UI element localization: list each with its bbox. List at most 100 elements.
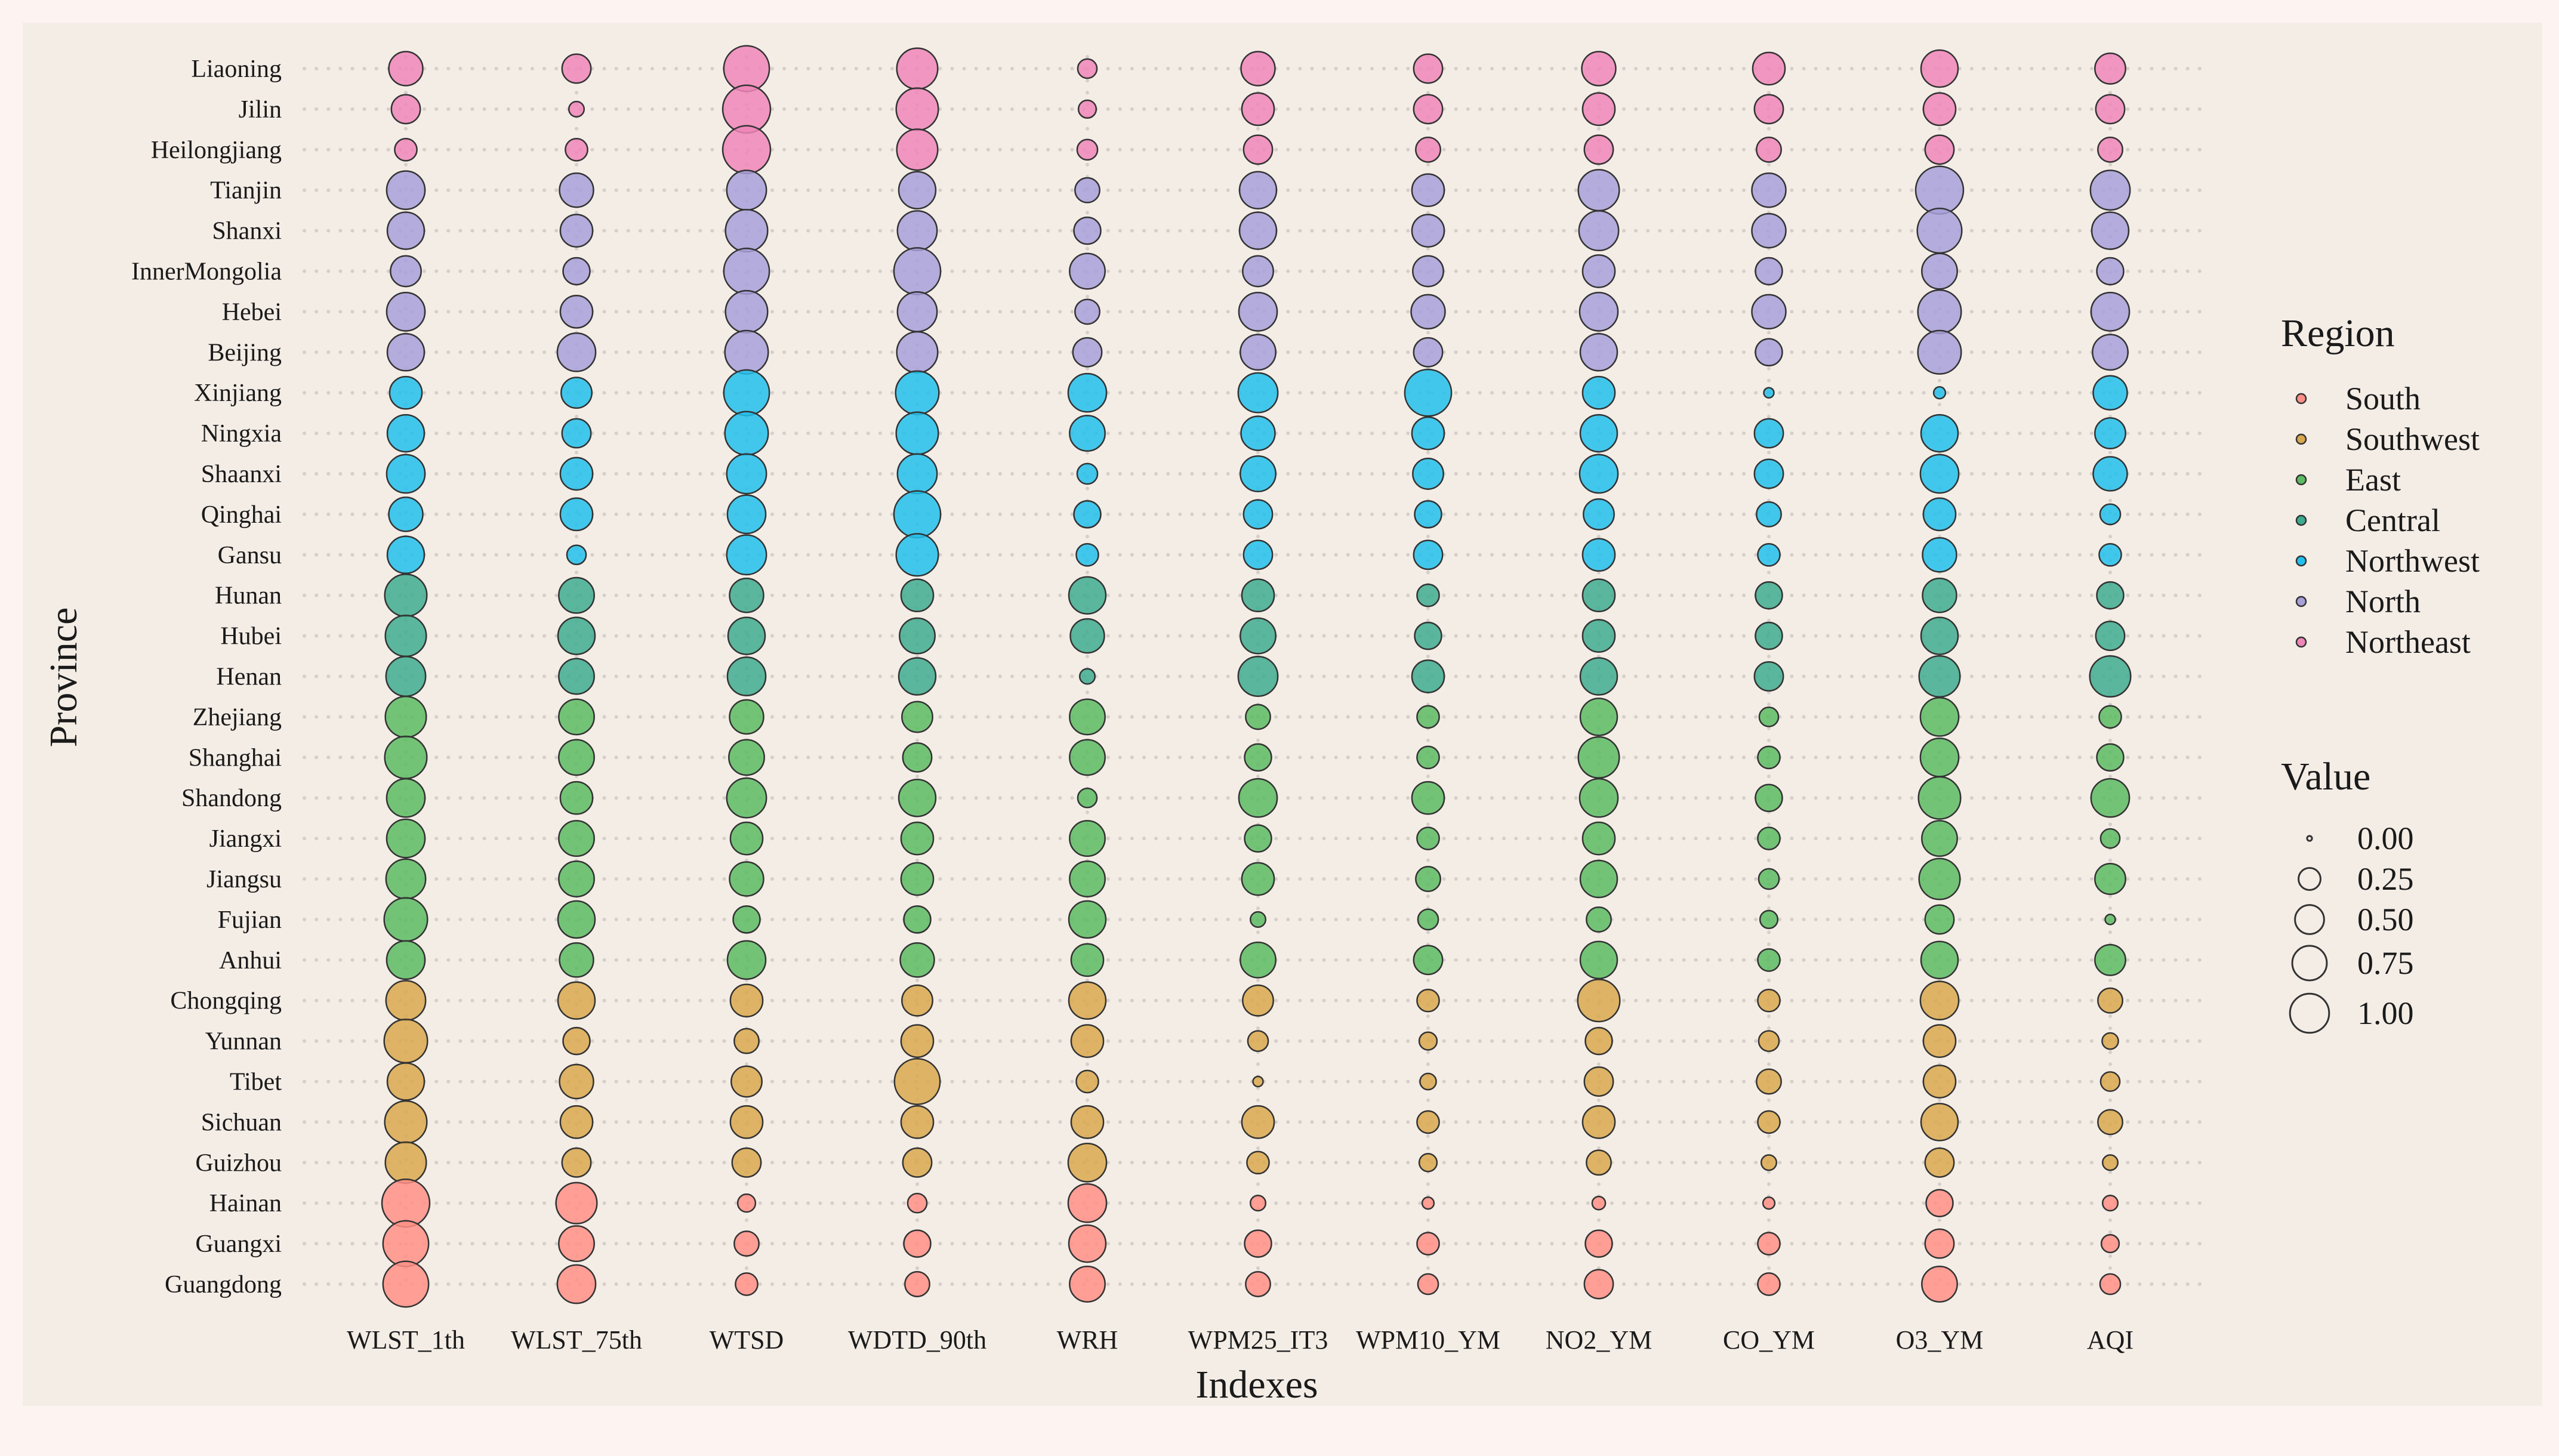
bubble-yunnan-wtsd bbox=[733, 1028, 760, 1054]
bubble-shandong-wpm25-it3 bbox=[1238, 778, 1278, 818]
legend-size-circle bbox=[2294, 904, 2325, 935]
bubble-tianjin-o3-ym bbox=[1914, 165, 1965, 215]
bubble-sichuan-wdtd-90th bbox=[900, 1105, 935, 1139]
bubble-hubei-wdtd-90th bbox=[899, 617, 936, 655]
bubble-hebei-wlst-75th bbox=[559, 295, 594, 329]
bubble-sichuan-aqi bbox=[2097, 1109, 2123, 1136]
bubble-hubei-wrh bbox=[1069, 618, 1105, 654]
bubble-fujian-wdtd-90th bbox=[903, 905, 932, 934]
y-tick-label: Ningxia bbox=[201, 420, 282, 448]
bubble-beijing-no2-ym bbox=[1579, 333, 1618, 372]
bubble-henan-o3-ym bbox=[1918, 655, 1961, 698]
bubble-zhejiang-wpm10-ym bbox=[1416, 705, 1440, 729]
bubble-tianjin-wrh bbox=[1074, 177, 1100, 203]
bubble-jiangxi-wpm25-it3 bbox=[1244, 824, 1272, 853]
bubble-gansu-aqi bbox=[2098, 542, 2122, 567]
bubble-jiangsu-wlst-75th bbox=[558, 860, 595, 897]
bubble-henan-co-ym bbox=[1753, 661, 1784, 692]
bubble-xinjiang-wlst-75th bbox=[560, 377, 593, 409]
bubble-beijing-wtsd bbox=[724, 329, 769, 375]
bubble-jilin-o3-ym bbox=[1922, 92, 1957, 127]
bubble-beijing-wrh bbox=[1072, 337, 1103, 368]
bubble-shanxi-wlst-1th bbox=[386, 211, 426, 250]
bubble-guangdong-wlst-1th bbox=[382, 1260, 430, 1308]
bubble-jiangsu-wpm10-ym bbox=[1415, 866, 1441, 892]
bubble-jiangxi-wlst-75th bbox=[558, 820, 595, 857]
bubble-shanxi-wpm10-ym bbox=[1411, 214, 1445, 248]
bubble-shaanxi-aqi bbox=[2092, 456, 2128, 492]
bubble-shanxi-wdtd-90th bbox=[896, 210, 938, 252]
bubble-xinjiang-wlst-1th bbox=[389, 375, 423, 410]
legend-label-southwest: Southwest bbox=[2345, 421, 2480, 457]
bubble-guangxi-wlst-1th bbox=[382, 1220, 430, 1267]
bubble-fujian-co-ym bbox=[1759, 909, 1779, 930]
bubble-henan-wrh bbox=[1078, 668, 1096, 685]
bubble-tibet-wrh bbox=[1075, 1069, 1099, 1094]
bubble-innermongolia-aqi bbox=[2096, 257, 2125, 286]
x-tick-label: WPM25_IT3 bbox=[1188, 1325, 1328, 1355]
bubble-qinghai-wlst-75th bbox=[559, 497, 594, 532]
bubble-jilin-co-ym bbox=[1753, 94, 1784, 125]
bubble-fujian-o3-ym bbox=[1924, 904, 1955, 935]
bubble-jiangsu-wlst-1th bbox=[385, 858, 427, 900]
bubble-zhejiang-aqi bbox=[2098, 705, 2122, 729]
legend-size-circle bbox=[2306, 835, 2313, 842]
legend-label-northwest: Northwest bbox=[2345, 543, 2480, 579]
bubble-fujian-wpm10-ym bbox=[1417, 908, 1439, 931]
bubble-guizhou-no2-ym bbox=[1586, 1149, 1612, 1176]
bubble-zhejiang-wrh bbox=[1069, 698, 1106, 736]
bubble-hubei-co-ym bbox=[1755, 621, 1783, 650]
bubble-tianjin-wdtd-90th bbox=[898, 171, 937, 209]
y-tick-label: Shandong bbox=[181, 785, 282, 812]
legend-swatch-northeast bbox=[2295, 636, 2307, 648]
bubble-ningxia-wtsd bbox=[724, 411, 769, 456]
bubble-heilongjiang-co-ym bbox=[1756, 136, 1782, 163]
bubble-hubei-wpm25-it3 bbox=[1240, 617, 1277, 655]
legend-size-label: 0.75 bbox=[2357, 945, 2414, 981]
y-tick-label: InnerMongolia bbox=[131, 258, 282, 286]
bubble-heilongjiang-no2-ym bbox=[1583, 134, 1614, 165]
bubble-yunnan-wpm25-it3 bbox=[1247, 1030, 1269, 1052]
bubble-chongqing-wlst-75th bbox=[557, 981, 596, 1020]
bubble-innermongolia-wlst-75th bbox=[562, 257, 591, 286]
bubble-hainan-aqi bbox=[2101, 1195, 2119, 1212]
bubble-shanxi-co-ym bbox=[1751, 212, 1787, 249]
bubble-sichuan-wlst-75th bbox=[559, 1105, 594, 1139]
bubble-hebei-no2-ym bbox=[1578, 292, 1619, 332]
bubble-hubei-no2-ym bbox=[1581, 619, 1616, 653]
bubble-fujian-wtsd bbox=[732, 905, 761, 934]
y-tick-label: Hubei bbox=[220, 623, 282, 650]
y-tick-label: Jiangxi bbox=[209, 825, 282, 853]
bubble-beijing-wlst-1th bbox=[386, 333, 426, 372]
bubble-hebei-o3-ym bbox=[1917, 289, 1962, 334]
bubble-qinghai-o3-ym bbox=[1922, 497, 1957, 532]
bubble-innermongolia-wtsd bbox=[723, 248, 770, 295]
bubble-heilongjiang-wdtd-90th bbox=[896, 128, 939, 171]
bubble-anhui-wlst-1th bbox=[386, 940, 426, 980]
bubble-chongqing-no2-ym bbox=[1577, 979, 1621, 1023]
bubble-hainan-wpm10-ym bbox=[1421, 1196, 1435, 1210]
bubble-chongqing-co-ym bbox=[1757, 988, 1781, 1013]
bubble-anhui-wdtd-90th bbox=[899, 942, 935, 978]
bubble-jiangxi-o3-ym bbox=[1921, 820, 1958, 857]
bubble-hainan-co-ym bbox=[1762, 1196, 1776, 1210]
bubble-ningxia-wdtd-90th bbox=[895, 411, 939, 455]
bubble-shanghai-aqi bbox=[2096, 743, 2125, 772]
bubble-tibet-wlst-1th bbox=[386, 1062, 426, 1101]
bubble-zhejiang-co-ym bbox=[1758, 707, 1780, 727]
bubble-tianjin-aqi bbox=[2089, 169, 2131, 211]
bubble-shanghai-wlst-1th bbox=[384, 735, 428, 779]
bubble-hubei-wlst-1th bbox=[384, 615, 427, 658]
bubble-hebei-wpm10-ym bbox=[1410, 294, 1446, 330]
bubble-shandong-wtsd bbox=[726, 777, 767, 819]
bubble-guangdong-wtsd bbox=[735, 1272, 759, 1296]
bubble-jiangxi-wtsd bbox=[729, 821, 764, 856]
bubble-henan-wdtd-90th bbox=[898, 657, 937, 696]
bubble-jilin-wdtd-90th bbox=[895, 87, 939, 131]
bubble-hubei-wpm10-ym bbox=[1414, 621, 1442, 650]
bubble-guizhou-wrh bbox=[1067, 1142, 1108, 1183]
bubble-fujian-aqi bbox=[2104, 914, 2116, 926]
bubble-sichuan-wpm10-ym bbox=[1416, 1110, 1440, 1134]
bubble-shanxi-wpm25-it3 bbox=[1238, 211, 1278, 250]
